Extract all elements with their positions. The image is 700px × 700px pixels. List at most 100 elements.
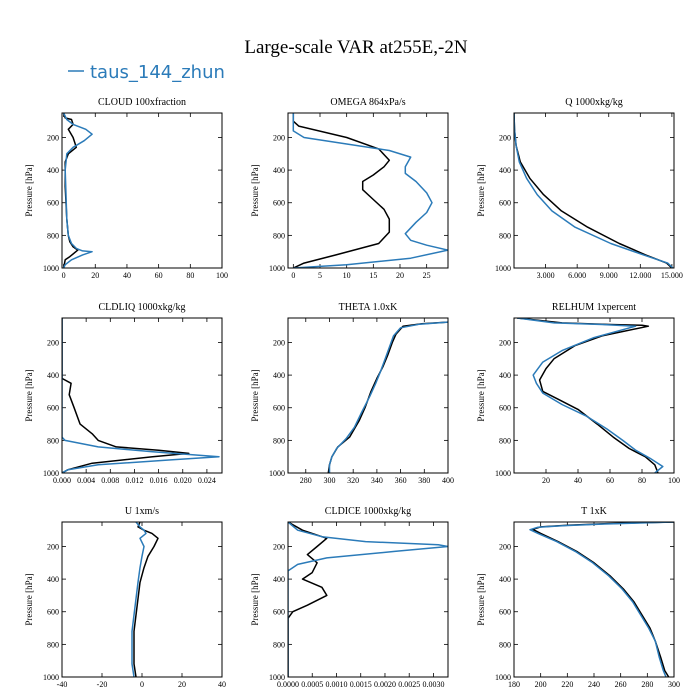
series-line-black [292,113,391,268]
x-tick-label: 0.016 [150,476,168,485]
x-tick-label: 40 [218,680,226,689]
panel-title: CLOUD 100xfraction [98,97,186,108]
x-tick-label: 100 [216,271,228,280]
y-tick-label: 400 [499,371,511,380]
y-tick-label: 600 [273,608,285,617]
x-tick-label: 260 [615,680,627,689]
x-tick-label: 300 [668,680,680,689]
y-tick-label: 400 [47,575,59,584]
x-tick-label: 60 [155,271,163,280]
y-tick-label: 1000 [269,673,285,682]
x-tick-label: 0.000 [53,476,71,485]
y-tick-label: 400 [273,575,285,584]
panel-7: U 1xm/s Pressure [hPa] -40 -20 0 20 40 200 400 60… [24,506,226,689]
x-tick-label: 0.0010 [325,680,347,689]
x-tick-label: 9.000 [600,271,618,280]
x-tick-label: 0 [140,680,144,689]
panel-title: CLDICE 1000xkg/kg [325,506,411,517]
y-tick-label: 600 [499,199,511,208]
panel-title: U 1xm/s [125,506,159,517]
panel-8: CLDICE 1000xkg/kg Pressure [hPa] 0.0000 0.0… [250,506,449,689]
panel-3: Q 1000xkg/kg Pressure [hPa] 3.000 6.000 9.00… [476,97,683,280]
x-tick-label: 340 [371,476,383,485]
y-tick-label: 800 [47,640,59,649]
y-tick-label: 800 [273,436,285,445]
x-tick-label: 6.000 [568,271,586,280]
x-tick-label: 0 [62,271,66,280]
series-line-black [62,318,190,473]
x-tick-label: 40 [574,476,582,485]
x-tick-label: 5 [318,271,322,280]
y-tick-label: 200 [47,133,59,142]
x-tick-label: 0.024 [198,476,216,485]
x-tick-label: 15 [369,271,377,280]
y-axis-label: Pressure [hPa] [24,369,34,421]
y-tick-label: 400 [499,166,511,175]
series-group [62,318,220,473]
x-tick-label: -20 [97,680,108,689]
series-group [62,113,93,268]
x-tick-label: 0.0000 [277,680,299,689]
y-tick-label: 200 [47,542,59,551]
x-tick-label: 20 [396,271,404,280]
panel-title: Q 1000xkg/kg [565,97,623,108]
y-tick-label: 200 [499,133,511,142]
x-tick-label: 20 [178,680,186,689]
series-line-taus-144-zhun [62,113,93,268]
series-line-black [327,321,448,473]
y-tick-label: 400 [47,371,59,380]
plot-frame [287,521,449,678]
x-tick-label: 280 [641,680,653,689]
series-group [327,321,448,473]
y-tick-label: 600 [47,199,59,208]
x-tick-label: 280 [300,476,312,485]
x-tick-label: 240 [588,680,600,689]
y-tick-label: 800 [47,231,59,240]
x-tick-label: 0.0015 [350,680,372,689]
y-tick-label: 400 [273,371,285,380]
y-tick-label: 400 [47,166,59,175]
plot-frame [287,317,449,474]
x-tick-label: 3.000 [537,271,555,280]
y-tick-label: 600 [499,608,511,617]
x-tick-label: 12.000 [629,271,651,280]
y-tick-label: 800 [499,640,511,649]
y-axis-label: Pressure [hPa] [476,573,486,625]
panel-title: THETA 1.0xK [339,302,398,313]
series-line-black [288,522,328,677]
x-tick-label: 20 [91,271,99,280]
series-group [529,522,674,677]
panel-9: T 1xK Pressure [hPa] 180 200 220 240 260 280 300… [476,506,680,689]
y-tick-label: 800 [47,436,59,445]
x-tick-label: 220 [561,680,573,689]
series-line-taus-144-zhun [514,113,674,268]
panel-5: THETA 1.0xK Pressure [hPa] 280 300 320 340 360… [250,302,454,485]
y-tick-label: 600 [273,199,285,208]
series-line-taus-144-zhun [292,113,448,268]
y-tick-label: 200 [47,338,59,347]
x-tick-label: 200 [535,680,547,689]
y-axis-label: Pressure [hPa] [476,164,486,216]
series-line-taus-144-zhun [131,522,147,677]
x-tick-label: 0.0025 [398,680,420,689]
series-line-taus-144-zhun [62,318,220,473]
y-axis-label: Pressure [hPa] [250,573,260,625]
x-tick-label: 60 [606,476,614,485]
y-tick-label: 600 [47,608,59,617]
x-tick-label: 15.000 [661,271,683,280]
x-tick-label: 80 [638,476,646,485]
y-tick-label: 400 [499,575,511,584]
series-group [517,318,664,473]
y-tick-label: 800 [499,231,511,240]
x-tick-label: 360 [395,476,407,485]
series-line-taus-144-zhun [328,321,448,473]
x-tick-label: 0.020 [174,476,192,485]
x-tick-label: 25 [423,271,431,280]
panel-title: OMEGA 864xPa/s [330,97,405,108]
panel-1: CLOUD 100xfraction Pressure [hPa] 0 20 40 60 8… [24,97,228,280]
plot-frame [61,521,223,678]
plot-frame [513,317,675,474]
x-tick-label: 0.0030 [422,680,444,689]
y-tick-label: 1000 [269,264,285,273]
